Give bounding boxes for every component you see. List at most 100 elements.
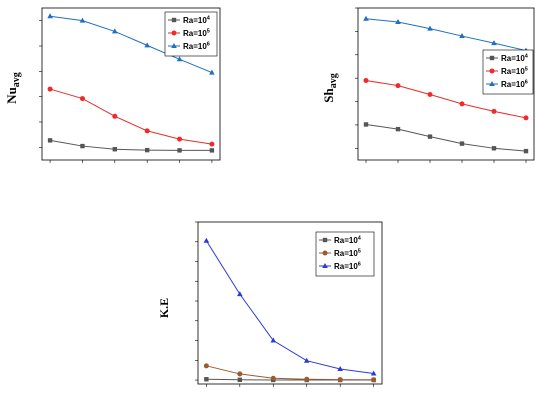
legend-entry-exponent: 6 — [358, 262, 361, 268]
data-point — [237, 377, 243, 383]
legend-swatch-marker — [322, 263, 328, 268]
legend-entry-base: Ra=10 — [334, 249, 358, 258]
data-point — [523, 115, 529, 121]
data-point — [204, 377, 209, 382]
series-line-3 — [365, 18, 527, 52]
legend-swatch-marker — [171, 43, 177, 48]
data-point — [270, 337, 277, 343]
legend-entry: Ra=105 — [501, 67, 528, 77]
data-point — [363, 15, 369, 21]
data-point — [523, 148, 529, 154]
legend-entry: Ra=104 — [334, 236, 362, 246]
legend-entry-base: Ra=10 — [183, 29, 207, 38]
series-line-2 — [49, 88, 212, 145]
data-point — [209, 141, 215, 147]
y-axis-title-base: Nu — [4, 87, 19, 104]
data-point — [209, 148, 215, 153]
legend-entry-base: Ra=10 — [501, 54, 525, 63]
legend-swatch-marker — [489, 55, 495, 61]
series-line-3 — [205, 240, 374, 375]
legend-entry: Ra=104 — [183, 16, 211, 26]
data-point — [80, 143, 85, 149]
legend-entry-base: Ra=10 — [334, 236, 358, 245]
series-line-1 — [365, 123, 527, 152]
legend-entry-base: Ra=10 — [501, 67, 525, 76]
y-axis-title-base: K.E — [157, 298, 171, 318]
legend-swatch-marker — [322, 237, 328, 243]
y-axis-title: Shavg — [321, 73, 339, 102]
data-point — [363, 122, 369, 127]
series-line-2 — [206, 365, 374, 381]
legend-swatch-marker — [171, 30, 177, 36]
legend-entry-exponent: 4 — [525, 54, 529, 60]
series-line-2 — [365, 79, 527, 119]
data-point — [112, 147, 118, 152]
data-point — [47, 13, 53, 19]
data-point — [47, 86, 53, 92]
data-point — [176, 56, 183, 62]
data-point — [270, 375, 276, 381]
data-point — [112, 28, 118, 34]
series-line-3 — [50, 15, 213, 74]
legend-entry: Ra=106 — [334, 262, 361, 272]
y-axis-title-base: Sh — [321, 88, 336, 103]
legend-entry-base: Ra=10 — [183, 42, 207, 51]
legend-swatch-marker — [171, 17, 177, 23]
legend-entry: Ra=104 — [501, 54, 529, 64]
data-point — [304, 376, 310, 382]
data-point — [203, 237, 210, 243]
data-point — [79, 96, 85, 102]
data-point — [177, 148, 182, 153]
legend-entry-exponent: 6 — [525, 80, 528, 86]
legend-entry-exponent: 4 — [358, 236, 362, 242]
legend-entry: Ra=106 — [183, 42, 210, 52]
legend-entry-exponent: 5 — [525, 67, 528, 73]
legend-entry: Ra=105 — [183, 29, 210, 39]
data-point — [177, 136, 183, 142]
data-point — [459, 141, 465, 146]
data-point — [47, 138, 53, 143]
plot-frame — [197, 221, 383, 385]
legend-entry: Ra=105 — [334, 249, 361, 259]
data-point — [427, 134, 433, 139]
plot-frame — [357, 7, 535, 161]
data-point — [371, 377, 377, 383]
y-axis-title-subscript: avg — [328, 73, 339, 88]
y-axis-title: K.E — [157, 298, 171, 318]
data-point — [491, 108, 497, 114]
data-point — [337, 365, 343, 371]
data-point — [144, 42, 150, 48]
data-point — [459, 101, 465, 107]
legend-entry-base: Ra=10 — [334, 262, 358, 271]
data-point — [237, 291, 243, 297]
data-point — [144, 147, 150, 153]
data-point — [209, 69, 215, 75]
data-point — [363, 77, 369, 83]
data-point — [491, 40, 497, 46]
legend-entry-base: Ra=10 — [501, 80, 525, 89]
legend-swatch-marker — [322, 250, 328, 256]
data-point — [144, 128, 150, 134]
data-point — [112, 113, 118, 119]
data-point — [427, 92, 433, 98]
data-point — [491, 146, 497, 151]
legend-entry-exponent: 4 — [207, 16, 211, 22]
data-point — [459, 33, 465, 39]
y-axis-title: Nuavg — [4, 72, 22, 104]
y-axis-title-subscript: avg — [11, 72, 22, 87]
data-point — [337, 377, 343, 383]
plot-frame — [41, 7, 221, 161]
data-point — [395, 126, 401, 132]
legend-swatch-marker — [489, 68, 495, 74]
legend-entry-exponent: 5 — [207, 29, 210, 35]
data-point — [427, 25, 433, 31]
data-point — [395, 19, 401, 25]
data-point — [203, 363, 209, 369]
